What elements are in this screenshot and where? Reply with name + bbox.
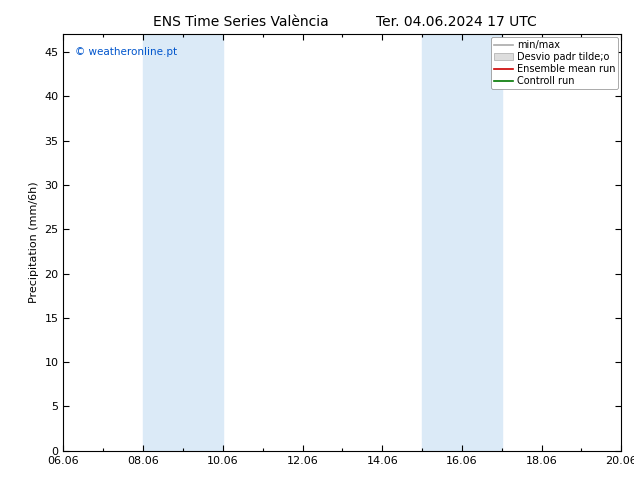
Bar: [422, 34, 501, 451]
Bar: [143, 34, 223, 451]
Text: © weatheronline.pt: © weatheronline.pt: [75, 47, 177, 57]
Text: ENS Time Series València: ENS Time Series València: [153, 15, 329, 29]
Y-axis label: Precipitation (mm/6h): Precipitation (mm/6h): [29, 182, 39, 303]
Legend: min/max, Desvio padr tilde;o, Ensemble mean run, Controll run: min/max, Desvio padr tilde;o, Ensemble m…: [491, 37, 618, 89]
Text: Ter. 04.06.2024 17 UTC: Ter. 04.06.2024 17 UTC: [376, 15, 537, 29]
